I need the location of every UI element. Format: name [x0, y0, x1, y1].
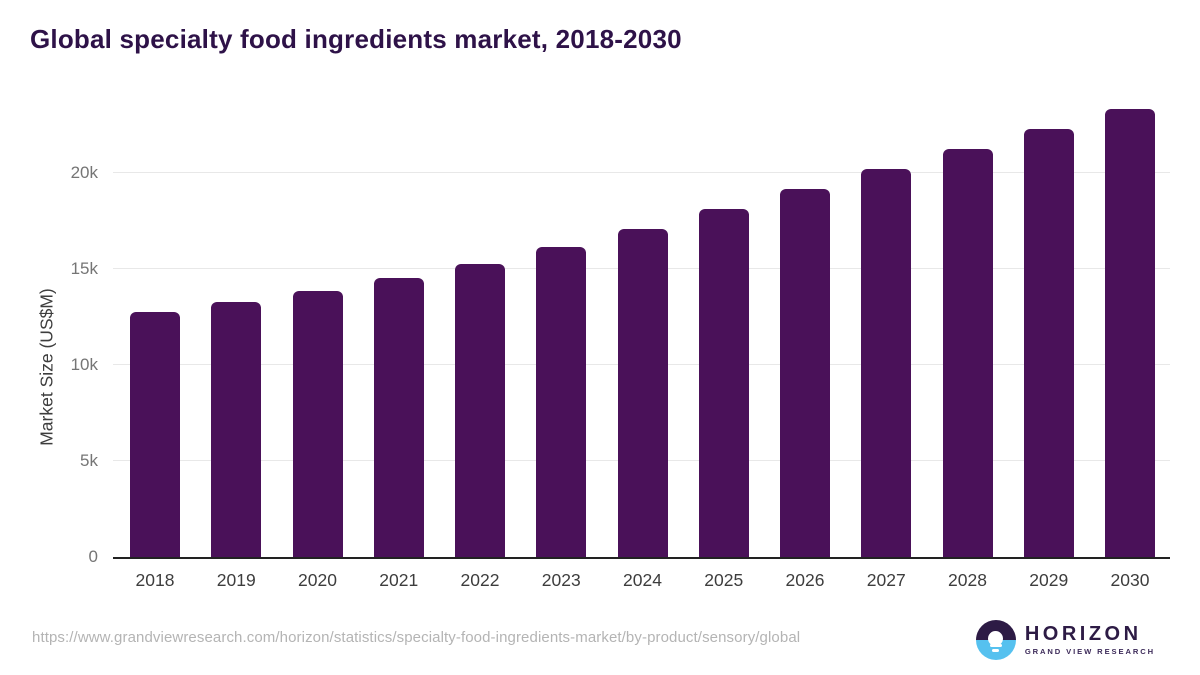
source-url: https://www.grandviewresearch.com/horizo…: [32, 629, 801, 646]
y-tick-label-0: 0: [88, 547, 98, 566]
bar-2026: [780, 189, 830, 557]
x-tick-label-2020: 2020: [298, 570, 337, 590]
gridline-20k: [113, 172, 1170, 173]
x-tick-label-2028: 2028: [948, 570, 987, 590]
bar-2025: [698, 208, 749, 557]
sun-reflection-line: [989, 644, 1002, 647]
y-tick-label-5k: 5k: [80, 451, 98, 470]
x-tick-label-2023: 2023: [541, 570, 581, 590]
x-tick-label-2024: 2024: [623, 570, 662, 590]
horizon-sunrise-icon: [975, 620, 1016, 660]
x-tick-label-2018: 2018: [135, 570, 175, 590]
x-tick-label-2022: 2022: [460, 570, 500, 590]
bar-2030: [1105, 108, 1155, 557]
bar-2023: [536, 246, 587, 557]
y-tick-label-15k: 15k: [70, 259, 98, 278]
y-tick-label-10k: 10k: [70, 355, 98, 374]
bar-2022: [455, 264, 505, 557]
horizon-logo: HORIZON GRAND VIEW RESEARCH: [975, 620, 1155, 660]
x-tick-label-2027: 2027: [866, 570, 906, 590]
x-tick-label-2019: 2019: [216, 570, 256, 590]
y-axis-label: Market Size (US$M): [36, 288, 57, 446]
sun-reflection-line: [992, 649, 1000, 652]
y-tick-label-20k: 20k: [70, 163, 98, 182]
bar-2028: [942, 149, 993, 557]
sun-shape: [988, 630, 1004, 646]
logo-text: HORIZON GRAND VIEW RESEARCH: [1024, 623, 1155, 657]
x-tick-label-2026: 2026: [785, 570, 825, 590]
bar-2019: [211, 301, 262, 557]
bar-2029: [1023, 128, 1074, 557]
x-tick-label-2021: 2021: [379, 570, 419, 590]
x-tick-label-2025: 2025: [704, 570, 744, 590]
x-tick-label-2030: 2030: [1110, 570, 1150, 590]
bar-2021: [373, 277, 424, 557]
logo-brand-name: HORIZON: [1024, 623, 1142, 645]
chart-title: Global specialty food ingredients market…: [30, 24, 682, 54]
bar-2024: [617, 228, 668, 557]
bar-chart-plot-area: 0 5k 10k 15k 20k 2018 2019 2020 2021 2022 2023 2024…: [71, 99, 1170, 590]
bar-2020: [292, 291, 343, 557]
x-tick-label-2029: 2029: [1029, 570, 1069, 590]
logo-sub-brand: GRAND VIEW RESEARCH: [1024, 647, 1155, 656]
bar-2027: [861, 169, 912, 557]
bar-2018: [130, 312, 180, 557]
